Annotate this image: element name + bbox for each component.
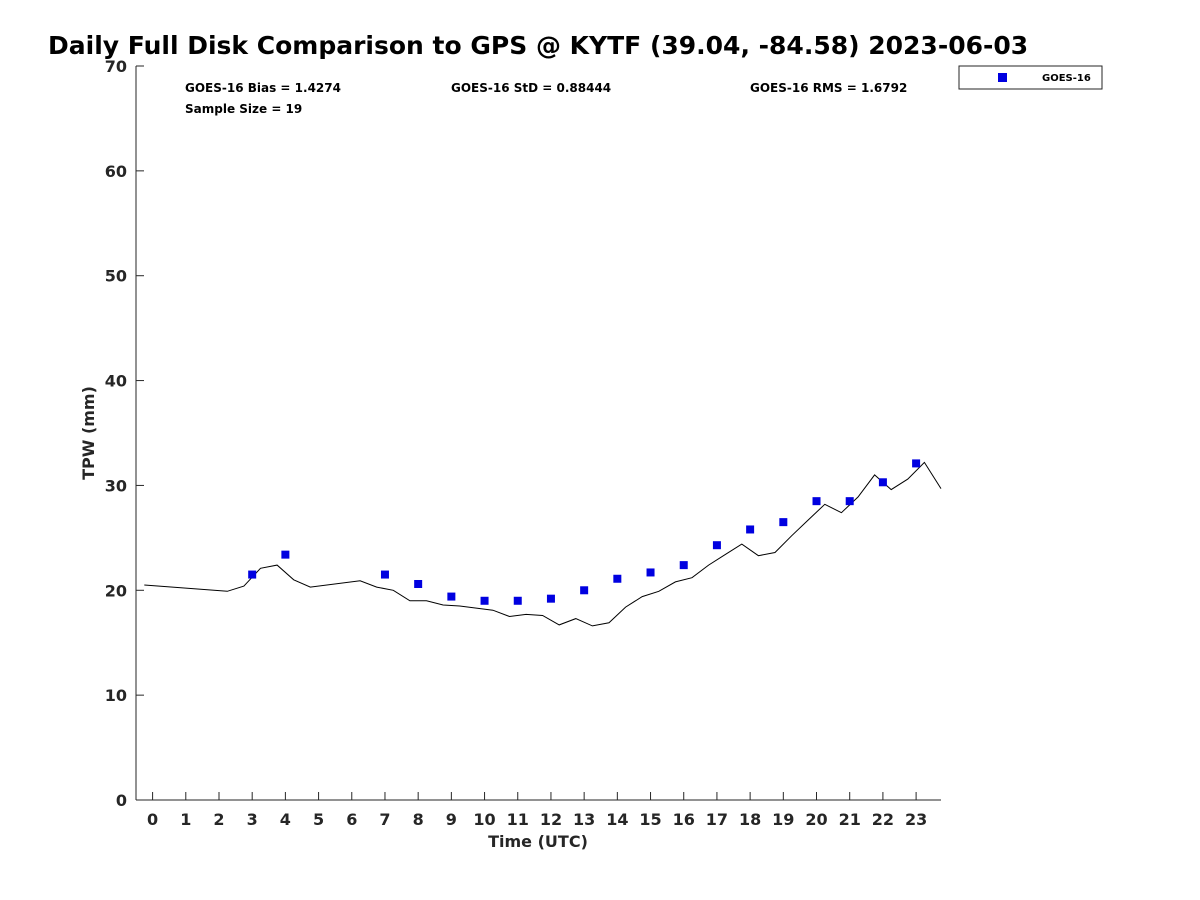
y-tick-label: 60 — [105, 162, 127, 181]
x-axis-label: Time (UTC) — [488, 832, 588, 851]
goes16-point — [580, 586, 589, 595]
x-tick-label: 19 — [772, 810, 794, 829]
x-tick-label: 22 — [872, 810, 894, 829]
x-tick-label: 16 — [673, 810, 695, 829]
y-tick-label: 10 — [105, 686, 127, 705]
x-tick-label: 3 — [247, 810, 258, 829]
x-tick-label: 5 — [313, 810, 324, 829]
legend-box — [958, 65, 1103, 90]
goes16-point — [248, 570, 257, 579]
x-tick-label: 18 — [739, 810, 761, 829]
y-tick-label: 70 — [105, 57, 127, 76]
x-tick-label: 15 — [639, 810, 661, 829]
x-tick-label: 17 — [706, 810, 728, 829]
y-tick-label: 30 — [105, 476, 127, 495]
goes16-point — [912, 459, 921, 468]
x-tick-label: 20 — [805, 810, 827, 829]
goes16-point — [878, 478, 887, 487]
gps-series-line — [144, 461, 942, 627]
x-tick-label: 9 — [446, 810, 457, 829]
y-tick-label: 50 — [105, 267, 127, 286]
goes16-point — [679, 561, 688, 570]
y-tick-label: 40 — [105, 372, 127, 391]
stat-bias: GOES-16 Bias = 1.4274 — [185, 81, 341, 95]
x-tick-label: 7 — [379, 810, 390, 829]
goes16-point — [613, 574, 622, 583]
x-axis-ticks: 0 1 2 3 4 5 6 7 8 9 10 11 12 13 14 15 16 17 18 19 20 21 22 23 — [147, 792, 927, 829]
legend-label-goes16: GOES-16 — [1042, 73, 1091, 84]
x-tick-label: 1 — [180, 810, 191, 829]
x-tick-label: 21 — [839, 810, 861, 829]
goes16-point — [779, 518, 788, 527]
goes16-series-points — [248, 459, 921, 605]
goes16-point — [546, 594, 555, 603]
goes16-point — [414, 579, 423, 588]
stat-std: GOES-16 StD = 0.88444 — [451, 81, 611, 95]
goes16-point — [447, 592, 456, 601]
x-tick-label: 14 — [606, 810, 628, 829]
y-tick-label: 20 — [105, 581, 127, 600]
goes16-point — [380, 570, 389, 579]
y-tick-label: 0 — [116, 791, 127, 810]
x-tick-label: 8 — [413, 810, 424, 829]
y-axis-ticks: 0 10 20 30 40 50 60 70 — [105, 57, 144, 810]
goes16-point — [812, 497, 821, 506]
gps-line — [144, 461, 942, 627]
x-tick-label: 4 — [280, 810, 291, 829]
legend-marker-goes16 — [998, 73, 1007, 82]
stat-sample-size: Sample Size = 19 — [185, 102, 302, 116]
x-tick-label: 10 — [473, 810, 495, 829]
stat-rms: GOES-16 RMS = 1.6792 — [750, 81, 907, 95]
x-tick-label: 23 — [905, 810, 927, 829]
goes16-point — [746, 525, 755, 534]
goes16-point — [845, 497, 854, 506]
x-tick-label: 11 — [507, 810, 529, 829]
x-tick-label: 12 — [540, 810, 562, 829]
goes16-point — [480, 596, 489, 605]
goes16-point — [712, 541, 721, 550]
x-tick-label: 13 — [573, 810, 595, 829]
x-tick-label: 0 — [147, 810, 158, 829]
x-tick-label: 6 — [346, 810, 357, 829]
y-axis-label: TPW (mm) — [79, 386, 98, 480]
legend: GOES-16 — [958, 65, 1103, 90]
chart-title: Daily Full Disk Comparison to GPS @ KYTF… — [48, 31, 1028, 60]
goes16-point — [281, 550, 290, 559]
goes16-point — [646, 568, 655, 577]
x-tick-label: 2 — [213, 810, 224, 829]
goes16-point — [513, 596, 522, 605]
